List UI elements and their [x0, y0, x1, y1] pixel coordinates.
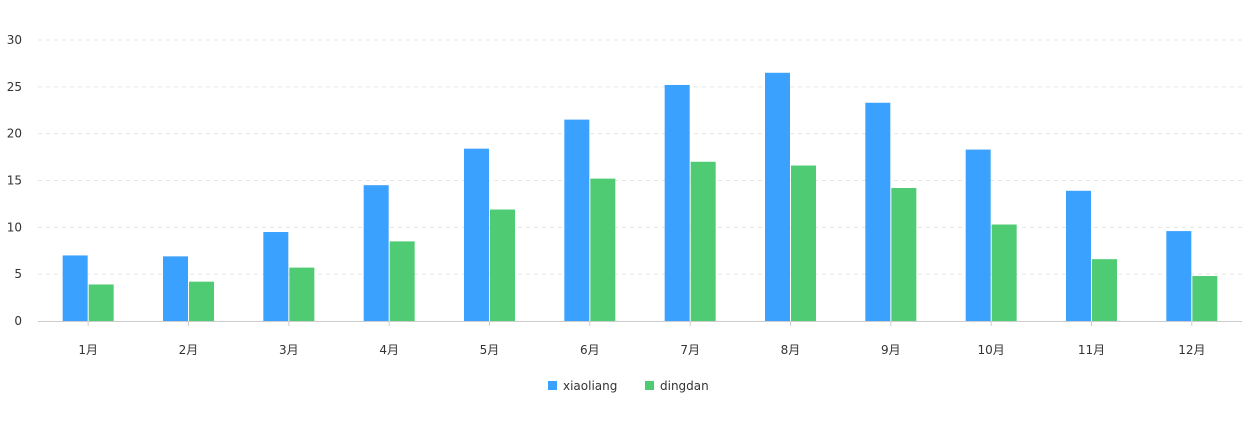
bar-xiaoliang-7[interactable] — [664, 84, 690, 322]
bars — [62, 72, 1218, 322]
bar-dingdan-1[interactable] — [88, 284, 114, 321]
bar-dingdan-3[interactable] — [289, 267, 315, 321]
bar-dingdan-5[interactable] — [490, 209, 515, 321]
legend-swatch — [645, 381, 654, 390]
bar-dingdan-6[interactable] — [590, 178, 616, 321]
bar-dingdan-12[interactable] — [1192, 276, 1218, 321]
bar-dingdan-10[interactable] — [991, 224, 1017, 321]
bar-xiaoliang-9[interactable] — [865, 102, 891, 321]
x-tick-label: 2月 — [179, 343, 199, 357]
legend-label: dingdan — [660, 379, 709, 393]
x-tick-label: 5月 — [480, 343, 500, 357]
bar-xiaoliang-1[interactable] — [62, 255, 88, 321]
x-tick-label: 10月 — [978, 343, 1005, 357]
bar-dingdan-7[interactable] — [690, 161, 716, 321]
legend-item-xiaoliang[interactable]: xiaoliang — [548, 379, 617, 393]
bar-dingdan-2[interactable] — [189, 281, 214, 321]
legend-item-dingdan[interactable]: dingdan — [645, 379, 709, 393]
bar-xiaoliang-6[interactable] — [564, 119, 590, 321]
grid-lines — [38, 39, 1242, 275]
bar-dingdan-9[interactable] — [891, 187, 917, 321]
x-tick-label: 6月 — [580, 343, 600, 357]
legend-label: xiaoliang — [563, 379, 617, 393]
legend[interactable]: xiaoliang dingdan — [548, 379, 709, 393]
x-tick-label: 4月 — [379, 343, 399, 357]
bar-xiaoliang-12[interactable] — [1166, 231, 1192, 321]
y-tick-label: 5 — [14, 267, 22, 281]
y-tick-label: 25 — [7, 80, 22, 94]
y-axis: 0 5 10 15 20 25 30 — [7, 33, 22, 328]
x-tick-label: 8月 — [781, 343, 801, 357]
x-tick-label: 7月 — [680, 343, 700, 357]
y-tick-label: 10 — [7, 220, 22, 234]
y-tick-label: 0 — [14, 314, 22, 328]
bar-xiaoliang-4[interactable] — [363, 185, 389, 321]
bar-xiaoliang-3[interactable] — [263, 232, 289, 321]
x-axis: 1月 2月 3月 4月 5月 6月 7月 8月 9月 10月 11月 12月 — [38, 321, 1242, 357]
y-tick-label: 20 — [7, 127, 22, 141]
bar-dingdan-8[interactable] — [791, 165, 816, 321]
x-tick-label: 1月 — [78, 343, 98, 357]
x-tick-label: 11月 — [1078, 343, 1105, 357]
bar-xiaoliang-10[interactable] — [965, 149, 991, 321]
bar-xiaoliang-5[interactable] — [464, 148, 489, 321]
x-tick-label: 9月 — [881, 343, 901, 357]
bar-xiaoliang-2[interactable] — [163, 256, 188, 321]
legend-swatch — [548, 381, 557, 390]
x-tick-label: 3月 — [279, 343, 299, 357]
bar-dingdan-11[interactable] — [1092, 259, 1117, 321]
y-tick-label: 30 — [7, 33, 22, 47]
bar-dingdan-4[interactable] — [389, 241, 415, 321]
x-tick-label: 12月 — [1178, 343, 1205, 357]
y-tick-label: 15 — [7, 174, 22, 188]
bar-xiaoliang-11[interactable] — [1066, 190, 1091, 321]
bar-xiaoliang-8[interactable] — [765, 72, 790, 322]
